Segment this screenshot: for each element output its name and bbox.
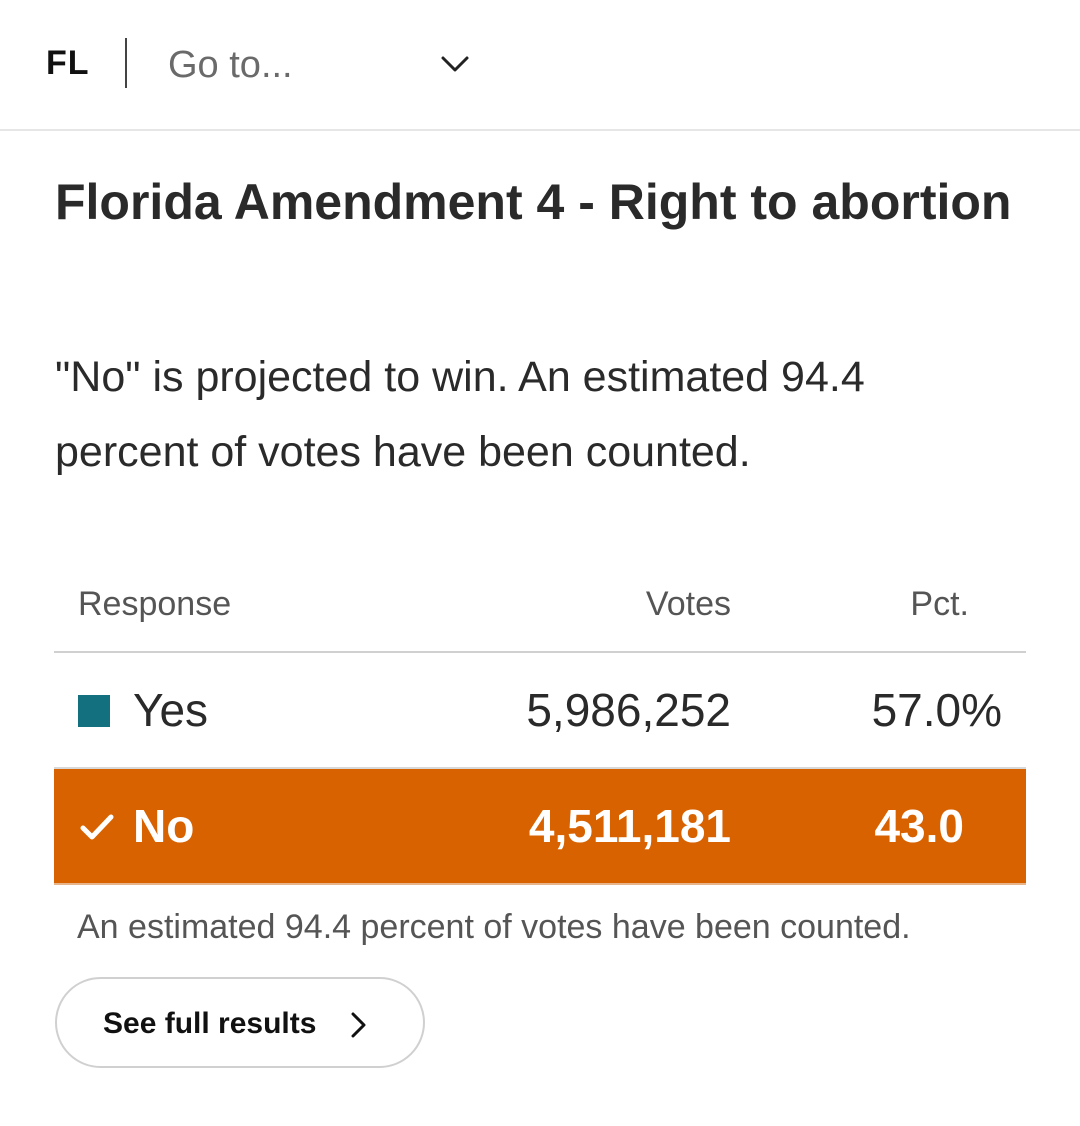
check-icon <box>80 814 114 840</box>
see-full-results-button[interactable]: See full results <box>55 977 425 1068</box>
state-code: FL <box>46 44 90 82</box>
race-summary: "No" is projected to win. An estimated 9… <box>55 353 865 476</box>
votes-counted-note: An estimated 94.4 percent of votes have … <box>77 908 911 946</box>
button-label: See full results <box>103 1007 317 1040</box>
response-label: Yes <box>133 684 209 736</box>
pct-value: 57.0% <box>871 684 1002 736</box>
votes-value: 5,986,252 <box>526 684 731 736</box>
result-row-no: No 4,511,181 43.0 <box>54 769 1026 885</box>
race-title: Florida Amendment 4 - Right to abortion <box>55 174 1012 230</box>
yes-color-swatch <box>78 695 110 727</box>
chevron-down-icon <box>441 56 469 72</box>
pct-value: 43.0 <box>874 800 964 852</box>
header-divider <box>125 38 127 88</box>
column-header-votes: Votes <box>645 585 731 623</box>
votes-value: 4,511,181 <box>528 800 731 852</box>
column-header-pct: Pct. <box>910 585 969 623</box>
response-label: No <box>133 800 195 852</box>
goto-label: Go to... <box>168 44 293 86</box>
result-row-yes: Yes 5,986,252 57.0% <box>54 653 1026 769</box>
chevron-right-icon <box>351 1012 366 1038</box>
goto-dropdown[interactable]: Go to... <box>150 30 480 100</box>
table-header: Response Votes Pct. <box>54 570 1026 653</box>
column-header-response: Response <box>78 585 232 623</box>
top-bar: FL Go to... <box>0 0 1080 131</box>
results-table: Response Votes Pct. Yes 5,986,252 57.0% … <box>54 570 1026 885</box>
